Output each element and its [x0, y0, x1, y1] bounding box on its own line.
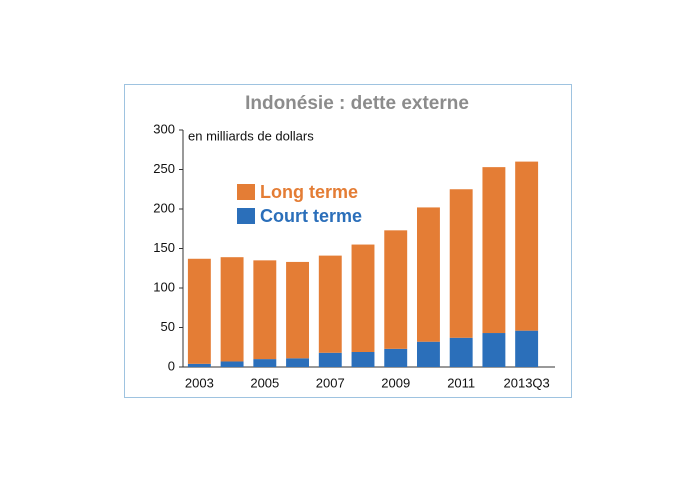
bar-segment: [351, 244, 375, 352]
x-tick-label: 2003: [185, 375, 214, 390]
bar-segment: [384, 348, 408, 367]
x-tick-label: 2013Q3: [504, 375, 550, 390]
bar-segment: [417, 341, 440, 367]
bar-segment: [253, 260, 277, 360]
bar-segment: [286, 358, 309, 367]
bar-segment: [351, 351, 375, 367]
legend-label: Court terme: [260, 206, 362, 226]
legend-swatch: [237, 208, 255, 224]
bar-segment: [515, 161, 539, 331]
bar-segment: [384, 230, 408, 349]
y-tick-label: 0: [168, 358, 175, 373]
bar-segment: [318, 255, 342, 353]
bar-segment: [318, 352, 342, 367]
bar-segment: [187, 258, 211, 364]
bar-segment: [449, 337, 473, 367]
x-tick-label: 2011: [447, 375, 475, 390]
bar-segment: [187, 363, 211, 367]
y-tick-label: 150: [153, 240, 175, 255]
y-tick-label: 200: [153, 200, 175, 215]
bar-segment: [253, 359, 277, 367]
bar-segment: [482, 333, 506, 367]
x-tick-label: 2007: [316, 375, 345, 390]
y-axis-label: en milliards de dollars: [188, 128, 314, 143]
bar-segment: [515, 330, 539, 367]
y-tick-label: 100: [153, 279, 175, 294]
legend-swatch: [237, 184, 255, 200]
bar-segment: [417, 207, 440, 342]
legend-label: Long terme: [260, 182, 358, 202]
bar-segment: [449, 189, 473, 338]
y-tick-label: 50: [161, 319, 175, 334]
x-tick-label: 2005: [250, 375, 279, 390]
y-tick-label: 300: [153, 121, 175, 136]
x-tick-label: 2009: [381, 375, 410, 390]
chart-title: Indonésie : dette externe: [245, 93, 469, 114]
y-tick-label: 250: [153, 161, 175, 176]
bar-segment: [482, 167, 506, 334]
bar-segment: [286, 261, 309, 359]
bar-segment: [220, 361, 244, 367]
bar-segment: [220, 257, 244, 362]
